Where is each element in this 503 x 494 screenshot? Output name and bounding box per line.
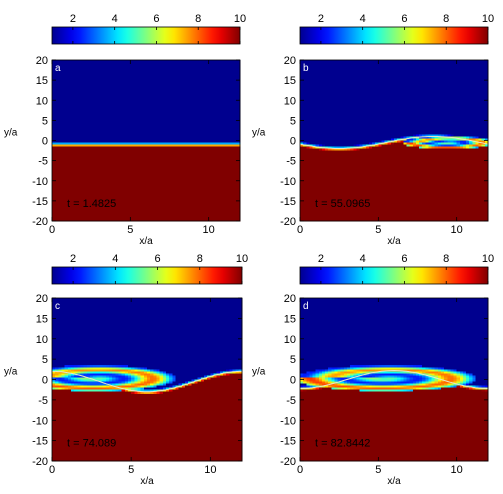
colorbar-tick-label: 8 <box>443 13 449 25</box>
y-tick-label: 15 <box>36 75 48 87</box>
y-axis-label: y/a <box>4 128 18 139</box>
x-tick-label: 0 <box>49 224 55 236</box>
colorbar-tick-label: 8 <box>195 13 201 25</box>
y-tick-label: -5 <box>38 156 48 168</box>
y-tick-label: -20 <box>32 216 48 228</box>
colorbar-tick-label: 10 <box>234 13 246 25</box>
y-tick-label: 5 <box>42 115 48 127</box>
x-tick-label: 10 <box>203 224 215 236</box>
panel-label: a <box>55 63 61 74</box>
panel-a: 2 4 6 8 10 0 5 10 20 15 10 5 0 -5 -10 -15 -20 x/a y/a a t = … <box>4 13 246 247</box>
colorbar-tick-label: 4 <box>360 13 366 25</box>
panel-b: 2 4 6 8 100 5 1020151050-5-10-15-20x/ay/abt = … <box>252 13 494 247</box>
colorbar <box>52 27 240 44</box>
y-tick-label: -10 <box>32 176 48 188</box>
colorbar-tick-label: 6 <box>401 13 407 25</box>
x-tick-label: 5 <box>127 224 133 236</box>
colorbar-tick-label: 10 <box>482 13 494 25</box>
y-tick-label: 20 <box>36 55 48 67</box>
colorbar <box>300 27 488 44</box>
x-axis-label: x/a <box>139 236 153 247</box>
colorbar-tick-label: 4 <box>112 13 118 25</box>
y-tick-label: 0 <box>42 136 48 148</box>
colorbar-tick-label: 6 <box>153 13 159 25</box>
y-tick-label: 10 <box>36 95 48 107</box>
colorbar-tick-label: 2 <box>70 13 76 25</box>
time-label: t = 1.4825 <box>67 198 116 210</box>
colorbar-tick-label: 2 <box>318 13 324 25</box>
y-tick-label: -15 <box>32 196 48 208</box>
